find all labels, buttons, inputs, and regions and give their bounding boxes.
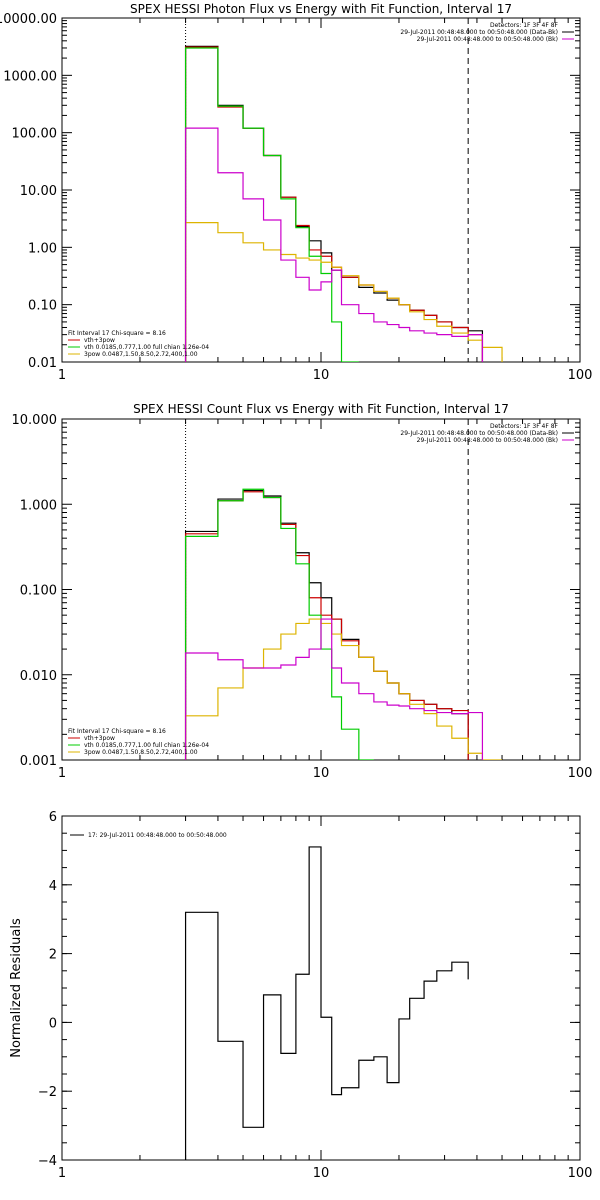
fit-legend-text: 3pow 0.0487,1.50,8.50,2.72,400,1.00	[84, 749, 198, 756]
chart-panel-2: SPEX HESSI Count Flux vs Energy with Fit…	[12, 402, 593, 781]
series-line-bk	[184, 618, 484, 760]
y-tick-label: 0.10	[28, 299, 57, 314]
fit-legend-text: vth+3pow	[84, 337, 115, 344]
x-tick-label: 10	[313, 1166, 330, 1181]
x-tick-label: 100	[568, 1166, 593, 1181]
top-legend-text: Detectors: 1F 3F 4F 8F	[490, 22, 559, 29]
x-tick-label: 1	[58, 1166, 66, 1181]
fit-legend-text: Fit Interval 17 Chi-square = 8.16	[68, 330, 166, 337]
series-group	[184, 846, 469, 1160]
top-legend-text: Detectors: 1F 3F 4F 8F	[490, 423, 559, 430]
chart-panel-3: 1 10 100 −4 −2 0 2 4 6 Normalized Residuals 17: 29…	[9, 810, 592, 1181]
y-tick-label: 6	[49, 810, 57, 825]
y-tick-label: 10000.00	[0, 12, 57, 27]
y-tick-label: 2	[49, 948, 57, 963]
series-line-bk	[184, 127, 484, 362]
y-tick-label: 1000.00	[3, 69, 57, 84]
x-tick-label: 100	[568, 766, 593, 781]
chart-title: SPEX HESSI Count Flux vs Energy with Fit…	[133, 402, 509, 416]
series-group	[184, 488, 503, 760]
y-tick-label: 0.010	[20, 669, 57, 684]
y-tick-label: 1.000	[20, 498, 57, 513]
y-tick-label: 0	[49, 1016, 57, 1031]
series-group	[184, 45, 503, 362]
series-line-3pow	[184, 222, 503, 362]
y-tick-label: −4	[38, 1154, 57, 1169]
top-legend-text: 29-Jul-2011 00:48:48.000 to 00:50:48.000…	[417, 437, 558, 444]
fit-legend-text: 3pow 0.0487,1.50,8.50,2.72,400,1.00	[84, 351, 198, 358]
x-tick-label: 10	[313, 368, 330, 383]
y-tick-label: 4	[49, 879, 57, 894]
y-tick-label: 0.100	[20, 584, 57, 599]
series-line-vth-3pow	[184, 491, 469, 760]
top-legend-text: 29-Jul-2011 00:48:48.000 to 00:50:48.000…	[417, 36, 558, 43]
series-line-3pow	[184, 618, 503, 760]
series-line-vth	[184, 488, 374, 760]
x-tick-label: 10	[313, 766, 330, 781]
series-line-data-bk	[184, 45, 484, 362]
series-line-vth-3pow	[184, 46, 484, 362]
fit-legend-text: Fit Interval 17 Chi-square = 8.16	[68, 728, 166, 735]
series-line-data-bk	[184, 489, 469, 760]
fit-legend-text: vth 0.0185,0.777,1.00 full chian 1.26e-0…	[84, 344, 209, 351]
chart-panel-1: SPEX HESSI Photon Flux vs Energy with Fi…	[0, 2, 592, 383]
y-tick-label: 10.00	[20, 184, 57, 199]
y-tick-label: 100.00	[12, 127, 58, 142]
y-axis-label: Normalized Residuals	[9, 918, 24, 1058]
y-tick-label: 0.001	[20, 754, 57, 769]
top-legend-text: 29-Jul-2011 00:48:48.000 to 00:50:48.000…	[400, 29, 558, 36]
chart-title: SPEX HESSI Photon Flux vs Energy with Fi…	[130, 2, 512, 16]
x-tick-label: 1	[58, 368, 66, 383]
top-legend-text: 29-Jul-2011 00:48:48.000 to 00:50:48.000…	[400, 430, 558, 437]
y-tick-label: 1.00	[28, 241, 57, 256]
fit-legend-text: vth+3pow	[84, 735, 115, 742]
y-tick-label: 10.000	[12, 413, 58, 428]
x-tick-label: 1	[58, 766, 66, 781]
y-tick-label: −2	[38, 1085, 57, 1100]
x-tick-label: 100	[568, 368, 593, 383]
plot-frame	[61, 17, 581, 363]
series-line-17-29-jul-2011-00-48-48-000-to-00-50-48-000	[184, 846, 469, 1160]
fit-legend-text: vth 0.0185,0.777,1.00 full chian 1.26e-0…	[84, 742, 209, 749]
residual-legend-text: 17: 29-Jul-2011 00:48:48.000 to 00:50:48…	[88, 832, 227, 839]
series-line-vth	[184, 47, 359, 362]
y-tick-label: 0.01	[28, 356, 57, 371]
